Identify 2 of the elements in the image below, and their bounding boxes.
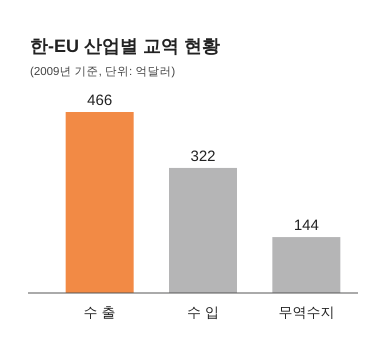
subtitle: (2009년 기준, 단위: 억달러) (30, 66, 176, 78)
title: 한-EU 산업별 교역 현황 (30, 36, 220, 56)
